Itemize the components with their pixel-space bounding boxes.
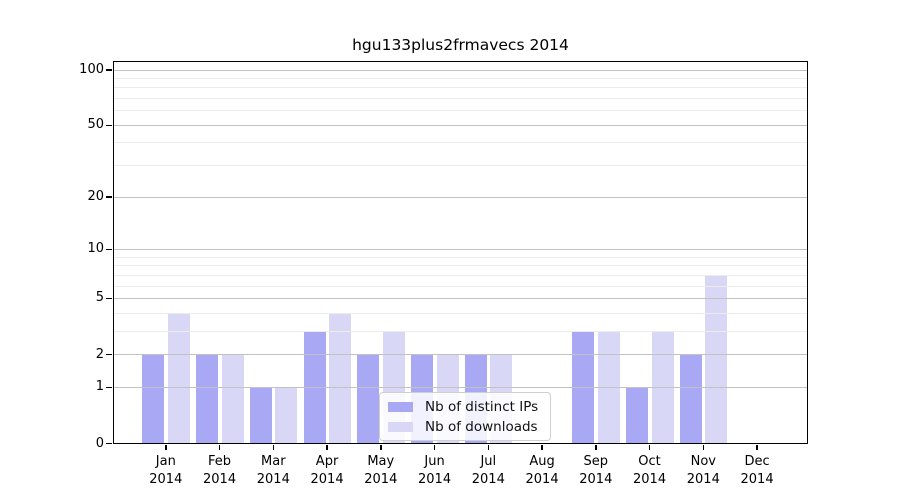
y-tickmark-100	[106, 69, 112, 71]
x-tick-label-apr-2014: Apr 2014	[310, 454, 344, 487]
bar-downloads-feb-2014	[221, 354, 244, 443]
x-tick-label-sep-2014: Sep 2014	[579, 454, 613, 487]
y-tickmark-1	[106, 386, 112, 389]
x-tick-label-jul-2014: Jul 2014	[471, 454, 505, 487]
y-tickmark-50	[106, 124, 112, 127]
x-tick-label-oct-2014: Oct 2014	[633, 454, 667, 487]
bar-ips-jan-2014	[142, 354, 165, 443]
legend-swatch-distinct-ips	[388, 401, 413, 412]
bar-ips-apr-2014	[303, 330, 326, 443]
y-tickmark-2	[106, 353, 112, 356]
x-tick-label-may-2014: May 2014	[364, 454, 398, 487]
x-tick-label-aug-2014: Aug 2014	[525, 454, 559, 487]
x-tick-label-nov-2014: Nov 2014	[686, 454, 720, 487]
bar-ips-mar-2014	[249, 386, 272, 443]
x-tick-label-feb-2014: Feb 2014	[203, 454, 237, 487]
x-tickmark-2	[272, 445, 275, 450]
x-tickmark-9	[648, 445, 651, 450]
y-tick-label-100: 100	[79, 62, 104, 77]
legend-label-distinct-ips: Nb of distinct IPs	[425, 398, 539, 415]
bar-ips-nov-2014	[679, 354, 702, 443]
x-tickmark-3	[326, 445, 328, 450]
x-tickmark-6	[487, 445, 490, 450]
y-tick-label-2: 2	[95, 346, 104, 362]
bar-downloads-apr-2014	[329, 312, 352, 443]
bar-ips-may-2014	[357, 354, 380, 443]
bar-downloads-oct-2014	[651, 330, 674, 443]
y-tickmark-10	[106, 248, 112, 251]
bar-ips-feb-2014	[196, 354, 219, 443]
bar-ips-sep-2014	[572, 330, 595, 443]
y-tick-label-20: 20	[87, 189, 104, 205]
legend: Nb of distinct IPs Nb of downloads	[379, 392, 552, 441]
legend-label-downloads: Nb of downloads	[425, 418, 538, 435]
legend-entry-distinct-ips: Nb of distinct IPs	[388, 398, 538, 415]
x-tickmark-8	[595, 445, 597, 450]
y-tickmark-20	[106, 196, 112, 198]
x-tick-label-dec-2014: Dec 2014	[740, 454, 774, 487]
x-tickmark-0	[165, 445, 167, 450]
y-tick-label-0: 0	[95, 435, 104, 451]
x-tick-label-jan-2014: Jan 2014	[149, 454, 183, 487]
x-tickmark-11	[756, 445, 758, 450]
legend-swatch-downloads	[388, 421, 413, 432]
x-tickmark-5	[433, 445, 436, 450]
y-tick-label-5: 5	[95, 290, 104, 306]
y-tick-label-50: 50	[87, 117, 104, 133]
y-tick-label-1: 1	[95, 379, 104, 395]
x-tickmark-10	[702, 445, 705, 450]
plot-area: Nb of distinct IPs Nb of downloads	[113, 61, 808, 444]
x-tickmark-7	[541, 445, 543, 450]
bars-layer	[114, 62, 807, 443]
bar-ips-oct-2014	[626, 386, 649, 443]
y-tickmark-5	[106, 297, 112, 300]
bar-downloads-sep-2014	[597, 330, 620, 443]
x-tickmark-4	[380, 445, 382, 450]
y-tickmark-0	[106, 442, 112, 445]
x-tick-label-mar-2014: Mar 2014	[256, 454, 290, 487]
x-tick-label-jun-2014: Jun 2014	[418, 454, 452, 487]
chart-title: hgu133plus2frmavecs 2014	[352, 36, 569, 54]
bar-downloads-jan-2014	[167, 312, 190, 443]
x-tickmark-1	[218, 445, 221, 450]
legend-entry-downloads: Nb of downloads	[388, 418, 538, 435]
y-tick-label-10: 10	[87, 241, 104, 257]
bar-downloads-nov-2014	[705, 274, 728, 443]
bar-downloads-mar-2014	[275, 386, 298, 443]
